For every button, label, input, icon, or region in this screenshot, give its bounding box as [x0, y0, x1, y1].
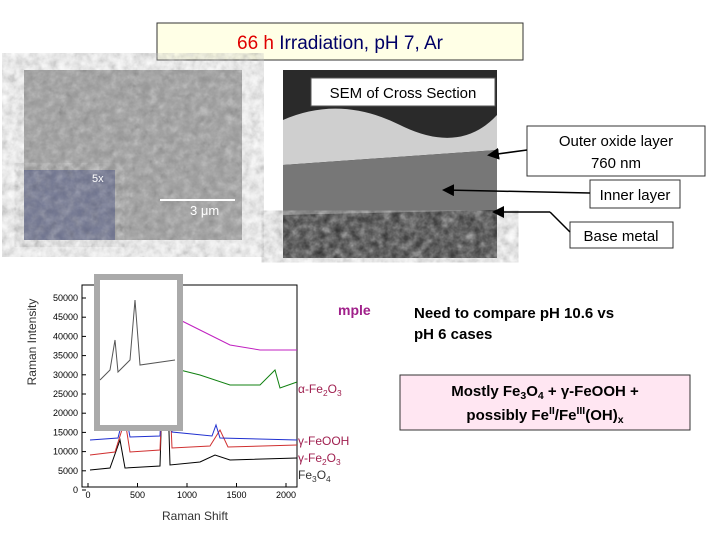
t: 2	[323, 388, 328, 398]
y-tick-label: 10000	[53, 447, 78, 457]
conclusion: possibly FeII/FeIII(OH)x	[466, 405, 623, 426]
callout: 760 nm	[591, 155, 641, 172]
title-rest: Irradiation, pH 7, Ar	[279, 33, 443, 54]
y-tick-label: 50000	[53, 293, 78, 303]
y-tick-label: 40000	[53, 331, 78, 341]
note: Need to compare pH 10.6 vs	[414, 305, 614, 322]
y-tick-label: 5000	[58, 466, 78, 476]
base-metal	[283, 215, 497, 258]
title-highlight: 66 h	[237, 33, 274, 54]
t: Fe	[298, 468, 312, 482]
t: γ-Fe	[298, 451, 322, 465]
arrow	[549, 211, 571, 233]
x-tick-label: 0	[85, 490, 90, 500]
spectrum	[179, 369, 298, 389]
t: (OH)	[585, 407, 618, 424]
t: III	[576, 405, 585, 417]
arrow	[442, 184, 591, 197]
note: pH 6 cases	[414, 326, 492, 343]
y-tick-label: 0	[73, 485, 78, 495]
spectrum	[179, 319, 297, 351]
legend-item: γ-FeOOH	[298, 434, 349, 448]
t: 4	[538, 390, 544, 402]
y-tick-label: 45000	[53, 312, 78, 322]
x-tick-label: 1000	[177, 490, 197, 500]
y-tick-label: 35000	[53, 351, 78, 361]
t: 2	[322, 457, 327, 467]
t: 3	[312, 474, 317, 484]
inner-layer	[283, 150, 497, 215]
ticks: 0500010000150002000025000300003500040000…	[53, 293, 296, 500]
conclusion-box	[399, 374, 691, 431]
t: possibly Fe	[466, 407, 549, 424]
t: O	[317, 468, 326, 482]
t: 3	[520, 390, 526, 402]
callout: Base metal	[583, 228, 658, 245]
t: + γ-FeOOH +	[544, 383, 639, 400]
callout: Inner layer	[600, 187, 671, 204]
legend-item: α-Fe2O3	[298, 382, 342, 398]
t: 3	[337, 388, 342, 398]
t: O	[327, 451, 336, 465]
sample-fragment: mple	[338, 302, 371, 318]
overlay-figure	[94, 274, 183, 431]
sem-label: SEM of Cross Section	[330, 85, 477, 102]
t: 4	[326, 474, 331, 484]
callout-box	[526, 125, 706, 177]
inset-texture	[24, 170, 115, 240]
legend-item: Fe3O4	[298, 468, 331, 484]
x-axis-label: Raman Shift	[162, 509, 229, 523]
arrow	[487, 147, 528, 160]
oxide-layer	[283, 108, 497, 165]
y-tick-label: 20000	[53, 408, 78, 418]
spectrum	[99, 299, 176, 381]
title-box	[156, 22, 524, 61]
y-tick-label: 15000	[53, 427, 78, 437]
x-tick-label: 1500	[226, 490, 246, 500]
t: 3	[336, 457, 341, 467]
conclusion: Mostly Fe3O4 + γ-FeOOH +	[451, 383, 639, 402]
inset-label: 5x	[92, 173, 104, 185]
y-axis-label: Raman Intensity	[25, 299, 39, 386]
t: II	[549, 405, 555, 417]
x-tick-label: 500	[130, 490, 145, 500]
sem-label-box	[310, 77, 496, 107]
callout: Outer oxide layer	[559, 133, 673, 150]
plot-frame	[81, 284, 298, 488]
t: O	[526, 383, 538, 400]
y-tick-label: 30000	[53, 370, 78, 380]
t: Mostly Fe	[451, 383, 520, 400]
t: α-Fe	[298, 382, 323, 396]
x-tick-label: 2000	[276, 490, 296, 500]
t: /Fe	[555, 407, 577, 424]
legend: α-Fe2O3 γ-FeOOH γ-Fe2O3 Fe3O4	[298, 382, 349, 484]
t: O	[328, 382, 337, 396]
legend-item: γ-Fe2O3	[298, 451, 341, 467]
title: 66 h Irradiation, pH 7, Ar	[237, 33, 444, 54]
callout-box	[569, 221, 674, 249]
t: x	[618, 414, 624, 426]
y-tick-label: 25000	[53, 389, 78, 399]
callout-box	[589, 179, 681, 209]
scale-bar: 3 μm	[190, 203, 219, 218]
